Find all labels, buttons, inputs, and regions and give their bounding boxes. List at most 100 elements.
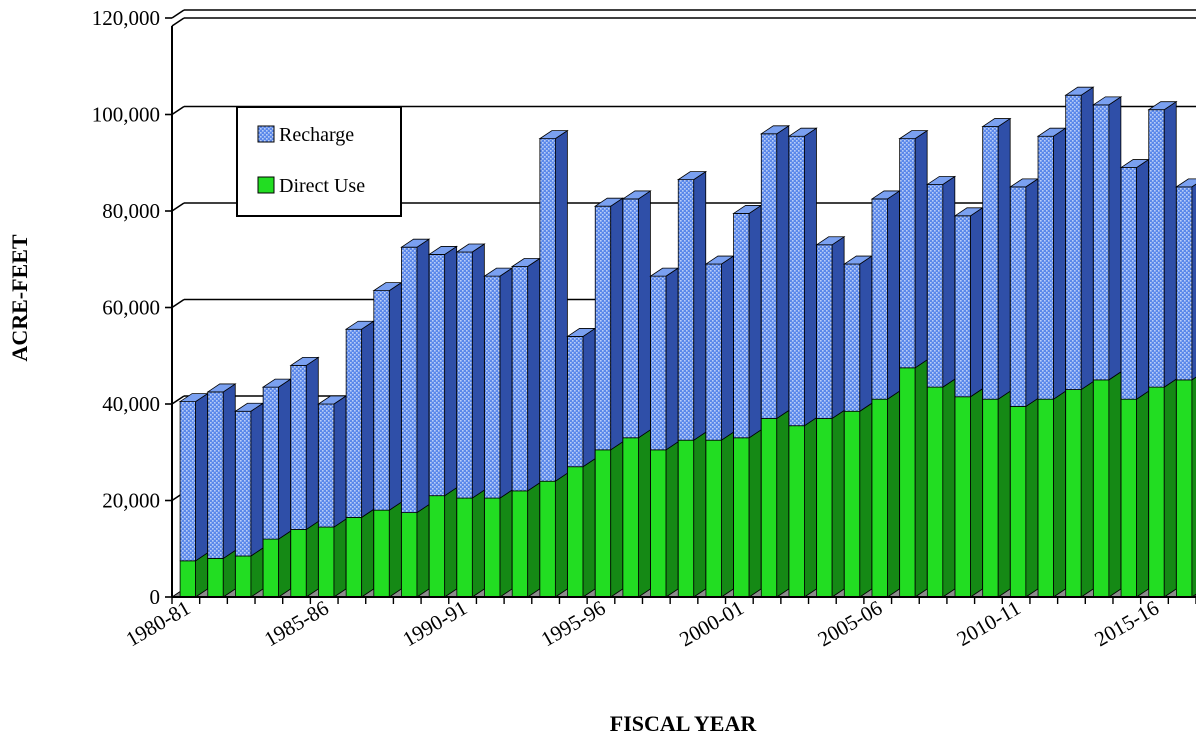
bar-stack [455,243,486,598]
bar-stack [1147,100,1178,598]
bar-stack [593,197,625,598]
bar-recharge-side [1191,183,1196,381]
bar-recharge-side [582,327,596,468]
bar-direct-use [982,398,999,598]
bar-recharge [982,126,999,400]
bar-stack [261,378,292,598]
bar-direct-use-side [665,441,679,598]
bar-direct-use [650,449,667,598]
bar-stack [1036,127,1067,598]
bar-direct-use [899,367,916,598]
bar-top [815,236,846,246]
bar-direct-use [401,512,418,598]
bar-direct-use-side [1080,380,1094,598]
bar-direct-use-side [361,508,375,598]
bar-top [1064,86,1095,96]
bar-top [289,356,320,366]
gridline-depth [171,298,185,309]
bar-recharge-side [499,267,513,499]
bar-recharge-side [416,238,430,514]
bar-direct-use-side [693,431,707,598]
bar-recharge-side [554,129,568,482]
bar-recharge [899,138,916,369]
bar-recharge [705,263,722,441]
bar-recharge-side [1163,100,1177,388]
bar-direct-use [1092,379,1110,598]
bar-recharge-side [444,245,458,497]
bar-direct-use-side [997,390,1011,598]
bar-direct-use [788,425,805,598]
bar-stack [676,170,708,598]
bar-stack [289,356,320,598]
y-tick-labels: 0 20,000 40,000 60,000 80,000 100,000 120,000 [92,6,160,609]
bar-recharge-side [887,190,900,400]
bar-direct-use-side [444,486,458,598]
bar-recharge-side [997,117,1011,400]
bar-direct-use [594,449,612,598]
bar-recharge-side [831,236,845,420]
gridline-depth [171,105,185,116]
bar-recharge [511,266,529,492]
bar-stack [1175,178,1196,598]
bar-top [1147,101,1178,111]
bar-direct-use [622,437,639,598]
bar-top [1175,178,1196,188]
bar-stack [510,257,542,598]
bar-recharge [1092,104,1110,381]
x-tick-label: 2000-01 [675,596,748,652]
bar-recharge-side [222,383,236,560]
bar-recharge-side [637,190,651,439]
bar-recharge [539,138,556,482]
legend: Recharge Direct Use [236,106,402,217]
bar-recharge-side [471,243,485,499]
bar-recharge [1120,167,1137,400]
bar-direct-use [456,497,473,598]
bar-recharge [1176,186,1193,381]
bar-stack [483,267,514,598]
bar-direct-use-side [416,503,430,598]
bar-direct-use-side [637,429,651,598]
bar-recharge-side [693,170,707,441]
bar-recharge [677,179,695,441]
bar-stack [621,190,652,598]
bar-direct-use-side [776,409,790,598]
bar-direct-use-side [305,520,319,598]
bar-direct-use [954,396,971,598]
bar-stack [538,129,569,598]
bar-direct-use-side [388,501,402,598]
bar-direct-use [677,439,695,598]
x-tick-label: 2010-11 [953,596,1025,651]
bar-recharge [650,275,667,451]
bar-direct-use [926,386,944,598]
bar-recharge [345,328,363,518]
bar-recharge-side [333,395,347,528]
bar-direct-use [262,538,280,598]
bar-recharge [207,391,224,559]
bar-direct-use-side [471,489,485,598]
bar-recharge-side [859,255,873,412]
bar-top [593,197,625,207]
bar-direct-use-side [499,489,513,598]
bar-recharge [788,135,805,427]
bar-stack [1092,96,1123,598]
bar-top [400,238,431,248]
bar-stack [649,267,680,598]
bar-stack [344,320,375,598]
bar-recharge-side [305,356,319,531]
bar-direct-use-side [527,482,541,598]
bar-recharge [760,133,778,419]
bar-direct-use-side [278,530,292,598]
x-tick-label: 2015-16 [1090,596,1163,652]
bar-direct-use [1037,398,1054,598]
bar-direct-use-side [748,429,762,598]
bar-top [676,171,708,181]
bar-recharge-side [942,175,956,388]
bar-recharge-side [388,281,402,511]
bar-direct-use [705,439,722,598]
bar-direct-use [1065,389,1082,598]
bar-direct-use [1148,386,1165,598]
bar-direct-use-side [333,518,347,598]
bar-recharge-side [970,207,983,398]
bar-recharge-side [776,125,790,420]
y-tick-label: 60,000 [102,296,160,320]
